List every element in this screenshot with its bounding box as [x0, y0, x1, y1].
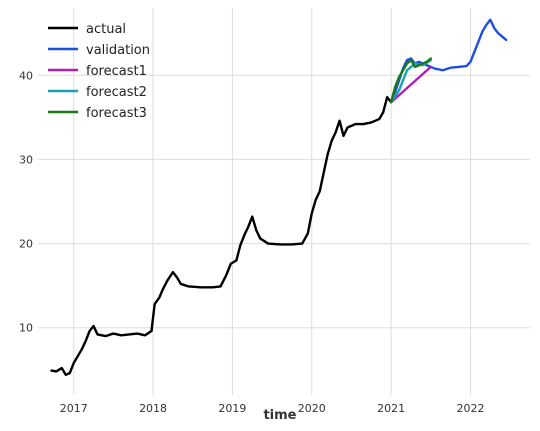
x-tick-label: 2018 — [139, 402, 167, 415]
series-line-forecast3 — [389, 57, 433, 104]
x-tick-label: 2020 — [298, 402, 326, 415]
legend-label-forecast2: forecast2 — [86, 85, 147, 100]
legend-label-forecast1: forecast1 — [86, 64, 147, 79]
x-tick-label: 2017 — [60, 402, 88, 415]
y-tick-label: 10 — [19, 322, 33, 335]
series-lines — [50, 18, 508, 377]
series-line-actual — [50, 95, 393, 377]
x-tick-label: 2022 — [456, 402, 484, 415]
legend-label-validation: validation — [86, 43, 150, 58]
x-tick-label: 2019 — [218, 402, 246, 415]
y-tick-label: 20 — [19, 238, 33, 251]
legend-label-forecast3: forecast3 — [86, 106, 147, 121]
y-tick-label: 40 — [19, 69, 33, 82]
legend: actual validation forecast1 forecast2 foreca… — [48, 22, 150, 121]
legend-label-actual: actual — [86, 22, 126, 37]
series-line-forecast1 — [389, 65, 433, 104]
series-line-forecast2 — [389, 58, 433, 104]
series-line-validation — [389, 18, 508, 104]
tick-labels: 2017 2018 2019 2020 2021 2022 10 20 30 40 — [19, 69, 484, 415]
y-tick-label: 30 — [19, 153, 33, 166]
x-tick-label: 2021 — [377, 402, 405, 415]
grid — [38, 8, 530, 395]
x-axis-title: time — [263, 408, 296, 423]
